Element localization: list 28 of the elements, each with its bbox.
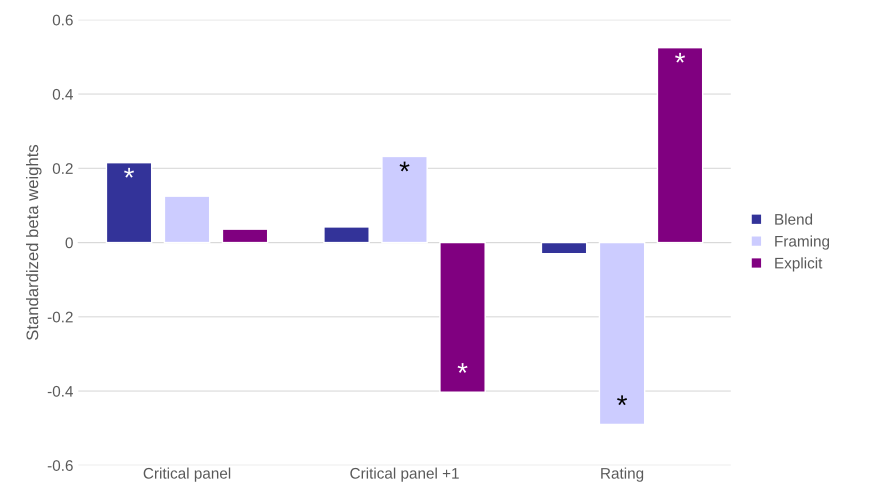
bar [656, 46, 704, 244]
y-tick-label: 0.2 [52, 163, 73, 174]
data-label: * [458, 363, 468, 373]
bar [598, 242, 646, 426]
bar [222, 228, 268, 244]
bar [540, 242, 588, 254]
y-tick-label: 0 [66, 237, 73, 248]
data-label: * [675, 52, 686, 63]
data-label: * [617, 395, 628, 406]
x-tick-label: Rating [601, 468, 644, 482]
bar [164, 195, 210, 244]
bar [381, 156, 428, 244]
legend-label: Framing [775, 235, 830, 250]
y-tick-label: -0.6 [48, 460, 73, 471]
y-tick-label: -0.4 [48, 386, 73, 397]
data-label: * [124, 168, 134, 178]
y-tick-label: 0.6 [52, 14, 73, 26]
legend-label: Explicit [775, 257, 822, 272]
x-tick-label: Critical panel [144, 468, 230, 482]
y-axis-title: Standardized beta weights [26, 144, 42, 340]
bar [106, 162, 152, 244]
y-tick-label: 0.4 [52, 88, 73, 100]
bar [439, 242, 486, 393]
legend-label: Blend [775, 214, 812, 225]
y-tick-label: -0.2 [48, 312, 73, 322]
x-tick-label: Critical panel +1 [350, 468, 459, 482]
bar [323, 226, 370, 244]
data-label: * [400, 162, 410, 172]
